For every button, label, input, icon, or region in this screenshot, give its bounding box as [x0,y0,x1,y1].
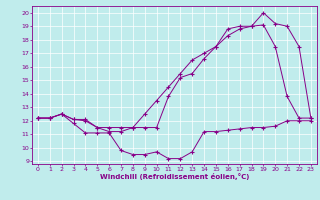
X-axis label: Windchill (Refroidissement éolien,°C): Windchill (Refroidissement éolien,°C) [100,173,249,180]
